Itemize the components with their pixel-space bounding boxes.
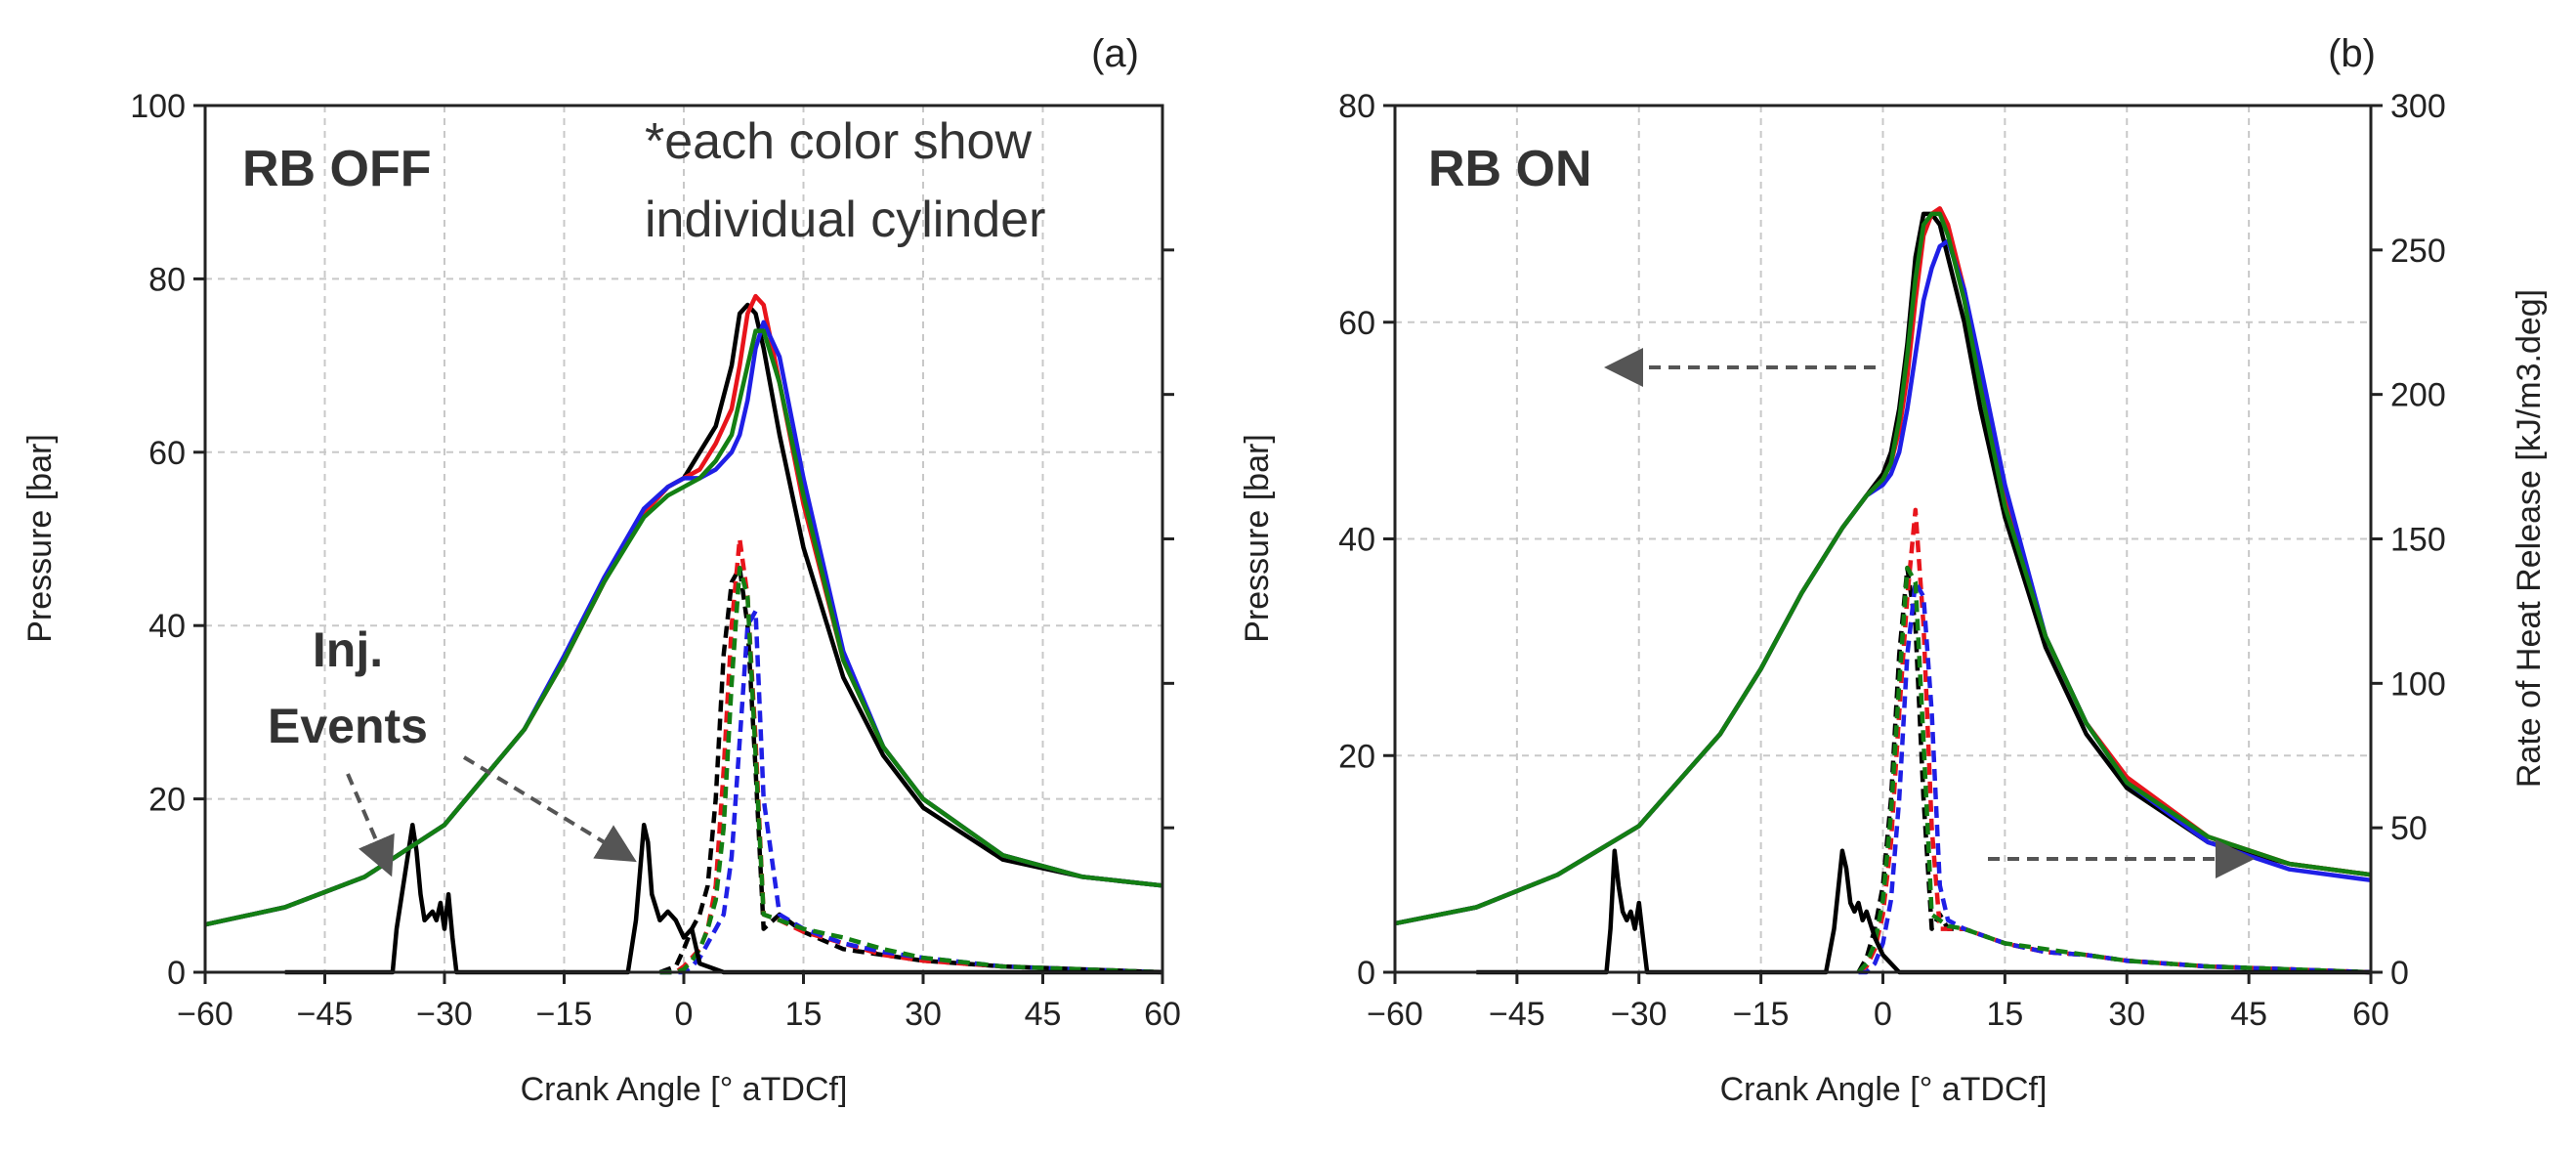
injection-arrow-1	[346, 773, 395, 877]
panel-b-lines	[1394, 206, 2372, 975]
panel-b-heat-release-red	[1857, 507, 2372, 975]
panel-a-x-tick-label: 30	[905, 996, 942, 1033]
panel-b-injection-trace	[1476, 848, 2371, 975]
panel-b-x-tick-label: 15	[1986, 996, 2023, 1033]
panel-b-heat-release-blue	[1858, 579, 2372, 975]
panel-b-right-y-tick-label: 150	[2390, 522, 2446, 559]
panel-a-x-tick-label: 60	[1144, 996, 1181, 1033]
panel-a-x-tick-label: −30	[416, 996, 473, 1033]
panel-a-title: RB OFF	[242, 141, 432, 197]
panel-a-x-tick-label: −45	[297, 996, 354, 1033]
panel-a-pressure-green	[204, 328, 1163, 927]
panel-a-x-tick-label: 15	[785, 996, 823, 1033]
panel-b-heat-release-green	[1856, 565, 2372, 975]
panel-a-injection-label-line2: Events	[268, 699, 428, 753]
panel-a-y-tick-label: 80	[148, 261, 186, 298]
panel-b-x-tick-label: −30	[1611, 996, 1668, 1033]
panel-a-x-tick-label: 0	[675, 996, 694, 1033]
panel-a-x-axis-label: Crank Angle [° aTDCf]	[521, 1071, 848, 1108]
panel-b-right-y-tick-label: 300	[2390, 88, 2446, 125]
panel-b-y-tick-label: 40	[1338, 522, 1375, 559]
injection-arrow-2	[462, 755, 637, 863]
panel-a-letter: (a)	[1091, 32, 1139, 75]
panel-b-title: RB ON	[1428, 141, 1592, 197]
panel-a-note-line2: individual cylinder	[645, 192, 1045, 248]
panel-b-ticks: −60 −45 −30 −15 0 15 30 45 600204060800501001502…	[1338, 88, 2446, 1033]
panel-b-letter: (b)	[2328, 32, 2376, 75]
panel-a-injection-label-line1: Inj.	[313, 622, 383, 677]
panel-b-y-axis-label: Pressure [bar]	[1239, 434, 1276, 643]
panel-a: −60 −45 −30 −15 0 15 30 45 60 0 20 40 60 80 100 (a) RB…	[21, 32, 1181, 1108]
panel-b-pressure-green	[1394, 211, 2372, 926]
panel-a-x-tick-label: −15	[536, 996, 593, 1033]
panel-b-grid	[1395, 106, 2371, 972]
panel-b-y-tick-label: 0	[1357, 955, 1375, 992]
panel-b-right-y-tick-label: 50	[2390, 810, 2428, 847]
panel-a-x-tick-label: −60	[177, 996, 233, 1033]
panel-a-x-tick-label: 45	[1025, 996, 1062, 1033]
panel-b-x-tick-label: 0	[1874, 996, 1892, 1033]
panel-b-right-y-tick-label: 0	[2390, 955, 2409, 992]
panel-a-y-tick-label: 0	[167, 955, 186, 992]
panel-a-y-tick-label: 100	[130, 88, 186, 125]
panel-b-y-tick-label: 20	[1338, 738, 1375, 775]
panel-b-right-y-tick-label: 200	[2390, 377, 2446, 414]
panel-a-heat-release-green	[659, 565, 1163, 975]
panel-b-x-tick-label: −45	[1489, 996, 1545, 1033]
panel-b-x-tick-label: 45	[2230, 996, 2267, 1033]
panel-a-y-tick-label: 20	[148, 782, 186, 819]
panel-a-lines	[204, 293, 1163, 975]
panel-a-y-tick-label: 60	[148, 435, 186, 472]
panel-b-y-tick-label: 60	[1338, 305, 1375, 342]
panel-b-right-y-tick-label: 100	[2390, 665, 2446, 703]
panel-b-x-tick-label: −60	[1367, 996, 1423, 1033]
panel-b-x-tick-label: −15	[1733, 996, 1790, 1033]
panel-b: −60 −45 −30 −15 0 15 30 45 600204060800501001502…	[1239, 32, 2548, 1108]
panel-b-x-axis-label: Crank Angle [° aTDCf]	[1720, 1071, 2048, 1108]
panel-a-y-tick-label: 40	[148, 608, 186, 645]
panel-a-note-line1: *each color show	[645, 113, 1032, 170]
panel-b-right-y-tick-label: 250	[2390, 233, 2446, 270]
panel-a-y-axis-label: Pressure [bar]	[21, 434, 59, 643]
panel-b-heat-release-black	[1856, 565, 2372, 975]
panel-b-x-tick-label: 30	[2108, 996, 2145, 1033]
panel-b-right-y-axis-label: Rate of Heat Release [kJ/m3.deg]	[2511, 289, 2548, 788]
panel-b-x-tick-label: 60	[2352, 996, 2389, 1033]
panel-a-ticks: −60 −45 −30 −15 0 15 30 45 60 0 20 40 60 80 100	[130, 88, 1181, 1033]
panel-b-y-tick-label: 80	[1338, 88, 1375, 125]
